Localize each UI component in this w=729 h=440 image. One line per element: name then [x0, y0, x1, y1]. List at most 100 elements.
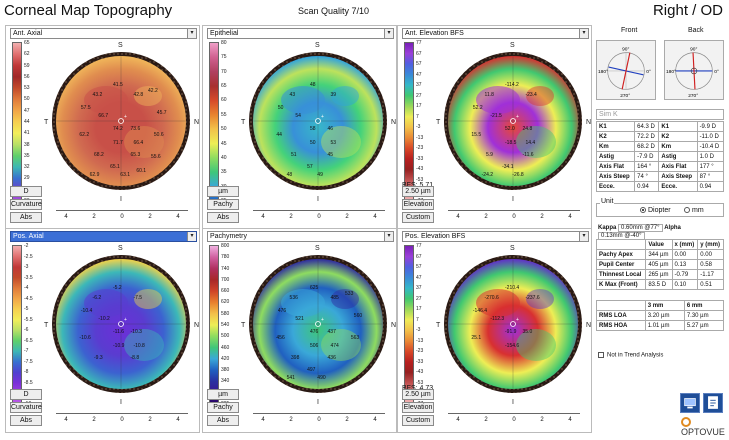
direction-temporal-label: T	[436, 322, 441, 329]
axis-tick-label: 4	[373, 417, 377, 423]
scale-tick-label: 17	[416, 103, 422, 110]
table-cell: Pachy Apex	[595, 249, 647, 260]
map-value-label: -10.4	[80, 308, 93, 315]
svg-text:180°: 180°	[598, 69, 608, 75]
kappa-row: Kappa 0.60mm @77° Alpha 0.13mm @-40°	[598, 224, 729, 240]
map-value-label: 560	[353, 312, 363, 319]
table-cell: -11.0 D	[696, 131, 725, 142]
direction-nasal-label: N	[586, 322, 592, 329]
scale-tick-label: -3	[416, 327, 421, 334]
map-value-label: -5.2	[113, 284, 122, 291]
kappa-label: Kappa	[598, 225, 617, 231]
axis-tick-label: 4	[568, 214, 572, 220]
color-scale-labels: -2 -2.5 -3 -3.5 -4 -4.5 -5 -5.5 -6 -6.5 -7 -7.5 -8 -8…	[24, 243, 42, 407]
map-value-label: -34.1	[502, 163, 514, 170]
map-option-button[interactable]: Curvature	[10, 402, 42, 413]
map-option-button[interactable]: Pachy	[207, 199, 239, 210]
topography-map[interactable]: + -114.2 11.8 -23.4 52.2 -21.5 52.0 24.8 15.5 -18…	[440, 48, 586, 194]
chevron-down-icon[interactable]: ▾	[579, 29, 588, 38]
map-option-button[interactable]: 2.50 µm	[402, 186, 434, 197]
topography-map[interactable]: +41.5 43.2 42.8 57.5 66.7 74.2 73.6 62.2 71.7 66.…	[48, 48, 194, 194]
map-option-button[interactable]: Custom	[402, 415, 434, 426]
unit-mm-radio[interactable]: mm	[684, 207, 704, 214]
topography-map[interactable]: +625 536 485 476 521 476 437 456 506 474 398 436 497…	[245, 251, 391, 397]
table-cell: 0.00	[697, 249, 724, 260]
table-cell: 177 °	[696, 161, 725, 172]
axis-tick-label: 2	[92, 417, 96, 423]
map-value-label: 48	[310, 81, 316, 88]
map-value-label: 474	[330, 343, 339, 350]
export-button[interactable]	[680, 393, 700, 413]
report-button[interactable]	[703, 393, 723, 413]
table-row: Pupil Center 405 µm 0.13 0.58	[595, 259, 724, 270]
chevron-down-icon[interactable]: ▾	[384, 232, 393, 241]
direction-superior-label: S	[118, 245, 123, 252]
table-cell: Km	[595, 141, 636, 152]
map-value-label: -154.6	[505, 343, 520, 350]
table-header-cell: x (mm)	[671, 239, 699, 250]
map-panel-ant-axial: Ant. Axial▾65625956535047444138353229262…	[5, 25, 200, 230]
map-option-button[interactable]: Abs	[10, 415, 42, 426]
map-type-select[interactable]: Pachymetry ▾	[207, 231, 394, 242]
table-cell: Ecce.	[658, 181, 698, 192]
map-panel-epithelial: Epithelial▾807570656055504540353025+4843…	[202, 25, 397, 230]
map-type-select[interactable]: Pos. Elevation BFS ▾	[402, 231, 589, 242]
table-cell: Pupil Center	[595, 259, 647, 270]
map-value-label: 46	[327, 125, 334, 132]
map-type-select[interactable]: Ant. Axial ▾	[10, 28, 197, 39]
scale-tick-label: -33	[416, 155, 424, 162]
unit-title: Unit	[600, 198, 615, 205]
map-value-label: 44	[276, 131, 282, 138]
axis-tick-label: 2	[484, 214, 488, 220]
map-option-button[interactable]: Pachy	[207, 402, 239, 413]
map-value-label: 490	[317, 375, 326, 382]
map-value-label: -91.9	[505, 328, 517, 335]
chevron-down-icon[interactable]: ▾	[384, 29, 393, 38]
map-option-button[interactable]: Curvature	[10, 199, 42, 210]
map-type-select[interactable]: Pos. Axial ▾	[10, 231, 197, 242]
trend-checkbox[interactable]: Not in Trend Analysis	[598, 352, 663, 359]
topography-map[interactable]: + -5.2 -6.2 -7.5 -10.4 -10.2 -11.6 -10.3 -10.6 -1…	[48, 251, 194, 397]
scale-tick-label: -4	[24, 285, 29, 292]
map-value-label: -24.2	[481, 172, 494, 179]
table-row: Axis Flat 164 ° Axis Flat 177 °	[595, 161, 725, 172]
table-cell: 7.30 µm	[683, 310, 725, 321]
map-option-button[interactable]: Elevation	[402, 199, 434, 210]
chevron-down-icon[interactable]: ▾	[187, 29, 196, 38]
scale-tick-label: 27	[416, 92, 422, 99]
topography-map[interactable]: + -210.4 -270.6 -237.6 -146.4 -112.3 -91.9 35.0…	[440, 251, 586, 397]
map-option-button[interactable]: Abs	[207, 212, 239, 223]
table-cell: 83.5 D	[645, 279, 673, 290]
axis-tick-label: 2	[540, 417, 544, 423]
map-option-button[interactable]: Abs	[10, 212, 42, 223]
direction-superior-label: S	[510, 42, 515, 49]
map-option-button[interactable]: µm	[207, 389, 239, 400]
map-option-button[interactable]: µm	[207, 186, 239, 197]
table-cell: Axis Flat	[595, 161, 636, 172]
scale-tick-label: 47	[24, 107, 30, 114]
svg-text:180°: 180°	[666, 69, 676, 75]
map-value-label: 43.2	[92, 92, 103, 99]
chevron-down-icon[interactable]: ▾	[187, 232, 196, 241]
table-cell: 405 µm	[645, 259, 673, 270]
map-option-button[interactable]: Abs	[207, 415, 239, 426]
unit-group	[596, 203, 724, 217]
map-type-select[interactable]: Ant. Elevation BFS ▾	[402, 28, 589, 39]
rms-table: 3 mm 6 mm RMS LOA 3.20 µm 7.30 µm RMS HOA 1.01…	[596, 300, 725, 331]
chevron-down-icon[interactable]: ▾	[579, 232, 588, 241]
axis-line	[56, 210, 188, 211]
topography-map[interactable]: +48 43 39 50 54 58 46 44 50 53 51 45 57 48 49	[245, 48, 391, 194]
map-value-label: 62.9	[89, 172, 100, 179]
map-option-button[interactable]: D	[10, 389, 42, 400]
table-cell: 3.20 µm	[644, 310, 685, 321]
table-row: RMS LOA 3.20 µm 7.30 µm	[596, 310, 725, 321]
map-option-button[interactable]: 2.50 µm	[402, 389, 434, 400]
map-type-select[interactable]: Epithelial ▾	[207, 28, 394, 39]
map-value-label: 49	[317, 172, 323, 179]
unit-diopter-radio[interactable]: Diopter	[640, 207, 671, 214]
simk-select[interactable]: Sim K	[596, 109, 724, 120]
map-option-button[interactable]: Elevation	[402, 402, 434, 413]
map-option-button[interactable]: Custom	[402, 212, 434, 223]
map-option-button[interactable]: D	[10, 186, 42, 197]
table-row: Astig -7.9 D Astig 1.0 D	[595, 151, 725, 162]
